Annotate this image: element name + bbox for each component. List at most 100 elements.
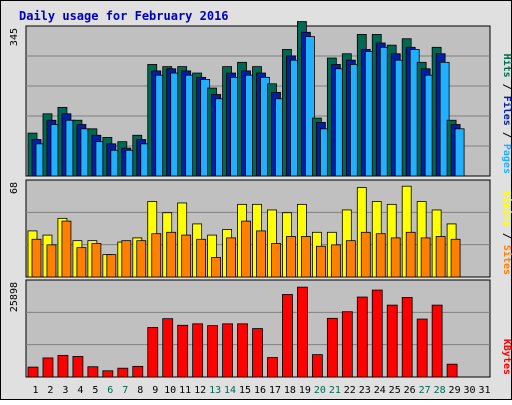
bar-sites-day-1 (31, 238, 42, 278)
bar-pages-day-19 (305, 36, 315, 177)
panel-hits-files-pages: 345 Hits / Files / Pages (9, 21, 512, 177)
bar-sites-day-4 (76, 247, 87, 278)
bar-kbytes-day-24 (371, 289, 383, 378)
legend-files: Files (501, 96, 512, 126)
bar-sites-day-18 (286, 236, 296, 278)
bar-sites-day-23 (360, 231, 371, 278)
bar-sites-day-25 (390, 237, 401, 278)
bar-sites-day-26 (405, 231, 416, 278)
x-label-day-27: 27 (419, 385, 431, 396)
side-legend-text: Visits / Sites (501, 191, 512, 275)
x-label-day-22: 22 (344, 385, 356, 396)
legend-separator: / (501, 227, 512, 245)
x-label-day-18: 18 (284, 385, 296, 396)
bar-kbytes-day-26 (401, 296, 413, 378)
x-label-day-8: 8 (137, 385, 143, 396)
x-label-day-23: 23 (359, 385, 371, 396)
panel-kbytes: 25898 KBytes (9, 279, 512, 378)
bar-kbytes-day-4 (72, 356, 84, 378)
bar-kbytes-day-20 (311, 354, 323, 378)
x-label-day-31: 31 (478, 385, 490, 396)
x-label-day-26: 26 (404, 385, 416, 396)
x-label-day-10: 10 (164, 385, 176, 396)
bar-sites-day-28 (435, 236, 446, 278)
bar-kbytes-day-9 (147, 327, 159, 378)
bar-sites-day-11 (181, 234, 192, 278)
bar-sites-day-3 (61, 220, 72, 278)
bar-kbytes-day-11 (177, 324, 189, 378)
y-max-label: 345 (9, 28, 20, 46)
x-label-day-15: 15 (239, 385, 251, 396)
bar-kbytes-day-5 (87, 366, 99, 378)
legend-separator: / (501, 78, 512, 96)
bar-sites-day-13 (211, 257, 222, 278)
bar-kbytes-day-12 (192, 323, 204, 378)
y-max-label: 68 (9, 182, 20, 194)
bar-sites-day-5 (91, 243, 102, 278)
bar-sites-day-8 (136, 240, 147, 278)
bar-pages-day-29 (454, 128, 465, 177)
x-label-day-3: 3 (62, 385, 68, 396)
bar-sites-day-20 (315, 245, 326, 278)
side-legend: Hits / Files / Pages (501, 54, 512, 174)
x-label-day-21: 21 (329, 385, 341, 396)
x-label-day-24: 24 (374, 385, 386, 396)
legend-separator: / (501, 126, 512, 144)
x-label-day-20: 20 (314, 385, 326, 396)
x-label-day-2: 2 (47, 385, 53, 396)
bar-kbytes-day-18 (282, 294, 293, 378)
x-label-day-16: 16 (254, 385, 266, 396)
bar-kbytes-day-10 (162, 318, 174, 378)
bar-pages-day-28 (439, 61, 450, 177)
x-label-day-19: 19 (299, 385, 311, 396)
legend-visits: Visits (501, 191, 512, 227)
bar-sites-day-2 (46, 244, 57, 278)
bar-sites-day-10 (166, 231, 177, 278)
legend-pages: Pages (501, 144, 512, 174)
legend-kbytes: KBytes (501, 339, 512, 375)
x-label-day-28: 28 (434, 385, 446, 396)
bar-kbytes-day-7 (117, 367, 129, 378)
bar-kbytes-day-15 (237, 323, 248, 378)
bar-kbytes-day-13 (207, 325, 219, 378)
x-label-day-4: 4 (77, 385, 83, 396)
bar-sites-day-6 (106, 254, 117, 278)
bar-kbytes-day-27 (416, 318, 428, 378)
bar-sites-day-15 (241, 220, 251, 278)
side-legend-text: KBytes (501, 339, 512, 375)
x-label-day-5: 5 (92, 385, 98, 396)
panel-visits-sites: 68 Visits / Sites (9, 179, 512, 278)
bar-kbytes-day-2 (42, 357, 54, 378)
x-label-day-11: 11 (179, 385, 191, 396)
side-legend-text: Hits / Files / Pages (501, 54, 512, 174)
x-label-day-7: 7 (122, 385, 128, 396)
bar-kbytes-day-22 (341, 311, 353, 378)
bar-kbytes-day-14 (222, 323, 233, 378)
x-label-day-14: 14 (224, 385, 236, 396)
bar-sites-day-21 (330, 244, 341, 278)
bar-sites-day-17 (271, 243, 281, 278)
bar-sites-day-29 (450, 238, 461, 278)
x-label-day-25: 25 (389, 385, 401, 396)
x-label-day-12: 12 (194, 385, 206, 396)
bar-sites-day-14 (226, 237, 236, 278)
side-legend: Visits / Sites (501, 191, 512, 275)
bar-kbytes-day-19 (297, 286, 308, 378)
bar-sites-day-24 (375, 233, 386, 278)
bar-kbytes-day-29 (446, 363, 458, 378)
x-label-day-30: 30 (464, 385, 476, 396)
x-label-day-6: 6 (107, 385, 113, 396)
x-label-day-1: 1 (32, 385, 38, 396)
bar-kbytes-day-17 (267, 357, 278, 378)
chart-title: Daily usage for February 2016 (19, 9, 229, 23)
bar-sites-day-27 (420, 237, 431, 278)
bar-sites-day-7 (121, 240, 132, 278)
bar-kbytes-day-3 (57, 354, 69, 378)
bar-kbytes-day-6 (102, 370, 114, 378)
bar-sites-day-22 (345, 240, 356, 278)
legend-hits: Hits (501, 54, 512, 78)
bar-kbytes-day-16 (252, 328, 263, 378)
x-label-day-29: 29 (449, 385, 461, 396)
bar-kbytes-day-23 (356, 296, 368, 378)
